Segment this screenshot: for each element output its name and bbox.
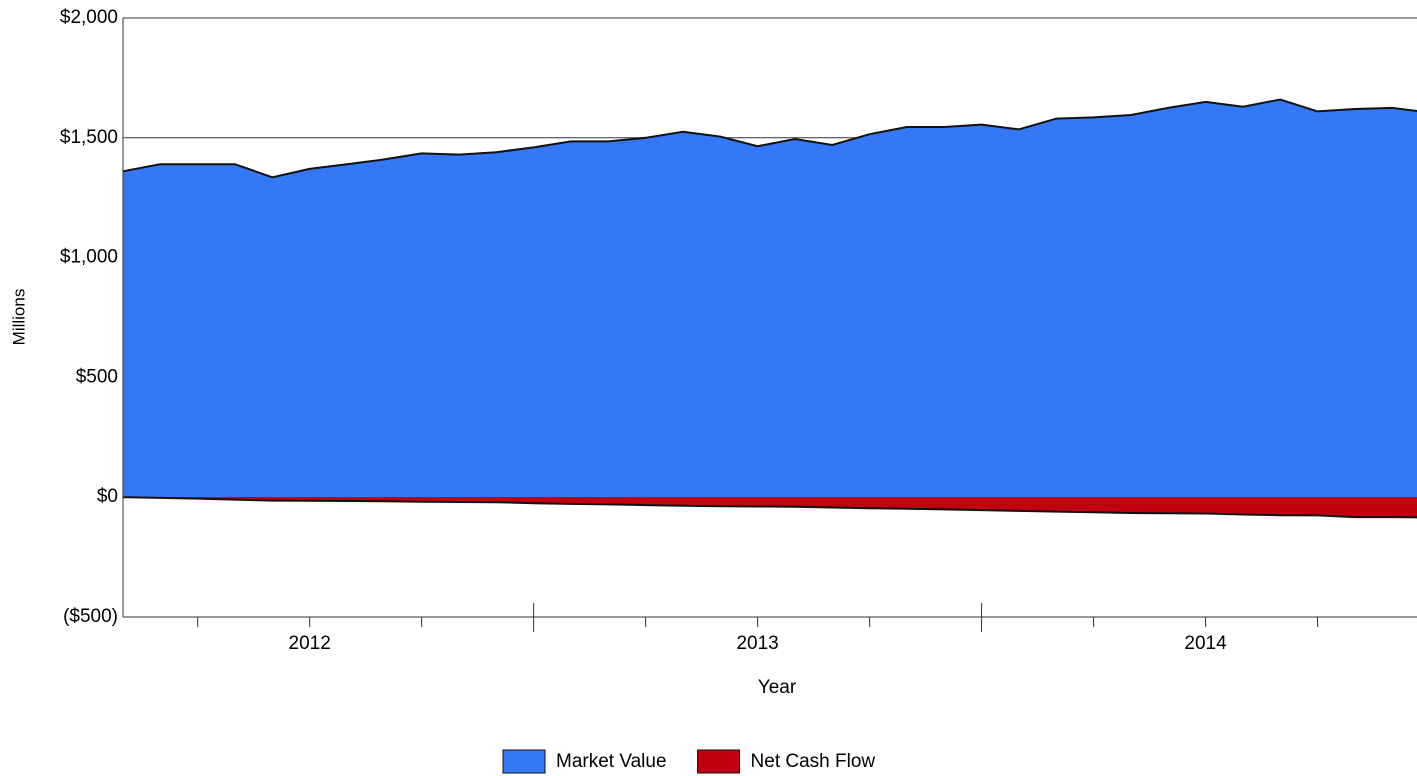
y-tick-label: $1,500: [60, 127, 118, 148]
y-tick-label: ($500): [63, 606, 118, 627]
legend-label: Market Value: [556, 751, 667, 772]
area-outline: [123, 496, 1417, 519]
y-tick-label: $2,000: [60, 7, 118, 28]
y-axis-label: Millions: [9, 289, 28, 346]
y-tick-label: $1,000: [60, 247, 118, 268]
y-tick-label: $500: [76, 366, 118, 387]
legend-swatch: [502, 749, 546, 774]
area: [123, 99, 1417, 498]
x-tick-label: 2012: [289, 633, 331, 654]
legend-label: Net Cash Flow: [751, 751, 876, 772]
x-tick-label: 2013: [736, 633, 778, 654]
x-tick-label: 2014: [1184, 633, 1227, 654]
plot-area: [123, 98, 1417, 519]
legend-swatch: [697, 749, 741, 774]
x-axis-label: Year: [758, 677, 797, 698]
axes: ($500) $0 $500 $1,000 $1,500 $2,000 2012 2013 20…: [60, 7, 1417, 654]
y-tick-label: $0: [97, 486, 118, 507]
legend: Market Value Net Cash Flow: [502, 749, 876, 774]
area: [123, 497, 1417, 518]
area-outline: [123, 98, 1417, 179]
